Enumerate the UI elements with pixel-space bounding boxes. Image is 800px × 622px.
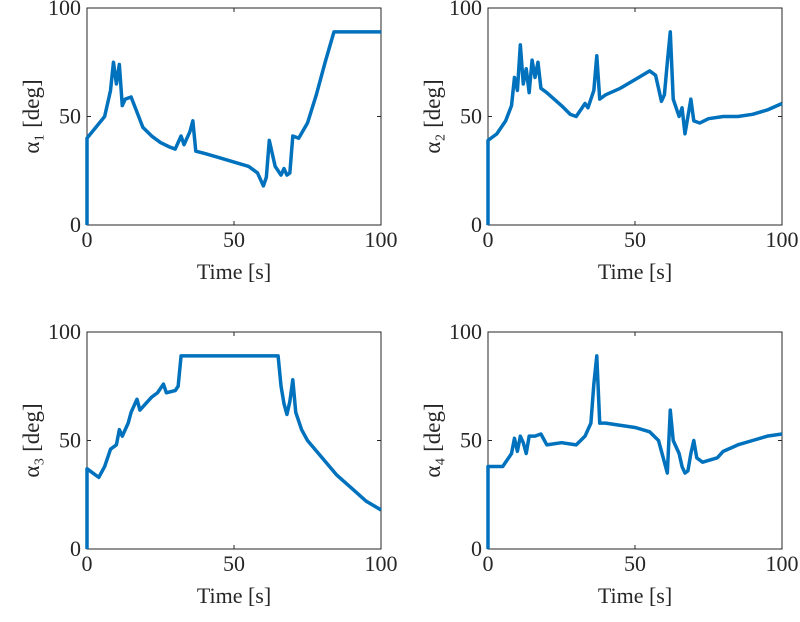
x-tick-label: 0 [82,227,93,252]
y-axis-label: α₂ [deg] [420,79,445,153]
subplot: 0 50 100 0 50 100 Time [s] α₂ [deg] [420,0,799,284]
y-tick-label: 100 [48,0,81,20]
x-tick-label: 50 [223,551,245,576]
y-tick-label: 0 [70,212,81,237]
y-tick-label: 0 [471,536,482,561]
y-tick-label: 0 [471,212,482,237]
axes-box [487,331,783,550]
subplot: 0 50 100 0 50 100 Time [s] α₃ [deg] [19,319,398,608]
x-tick-label: 100 [365,551,398,576]
subplot: 0 50 100 0 50 100 Time [s] α₄ [deg] [420,319,799,608]
x-tick-label: 100 [766,551,799,576]
y-axis-label: α₁ [deg] [19,79,44,153]
x-axis-label: Time [s] [197,259,271,284]
axes-box [86,7,382,226]
x-tick-label: 0 [483,227,494,252]
x-tick-label: 0 [82,551,93,576]
x-tick-label: 50 [223,227,245,252]
data-line [486,30,783,225]
axes-box [86,331,382,550]
y-tick-label: 100 [48,319,81,344]
subplot: 0 50 100 0 50 100 Time [s] α₁ [deg] [19,0,398,284]
x-tick-label: 0 [483,551,494,576]
x-axis-label: Time [s] [197,583,271,608]
data-line [85,354,382,549]
y-tick-label: 50 [460,104,482,129]
y-tick-label: 50 [59,428,81,453]
x-tick-label: 100 [365,227,398,252]
y-tick-label: 0 [70,536,81,561]
y-tick-label: 50 [460,428,482,453]
x-axis-label: Time [s] [598,259,672,284]
y-tick-label: 50 [59,104,81,129]
y-tick-label: 100 [449,319,482,344]
data-line [85,30,381,225]
x-axis-label: Time [s] [598,583,672,608]
y-axis-label: α₄ [deg] [420,403,445,477]
data-line [486,354,783,549]
x-tick-label: 50 [624,227,646,252]
y-axis-label: α₃ [deg] [19,403,44,477]
y-tick-label: 100 [449,0,482,20]
x-tick-label: 100 [766,227,799,252]
x-tick-label: 50 [624,551,646,576]
